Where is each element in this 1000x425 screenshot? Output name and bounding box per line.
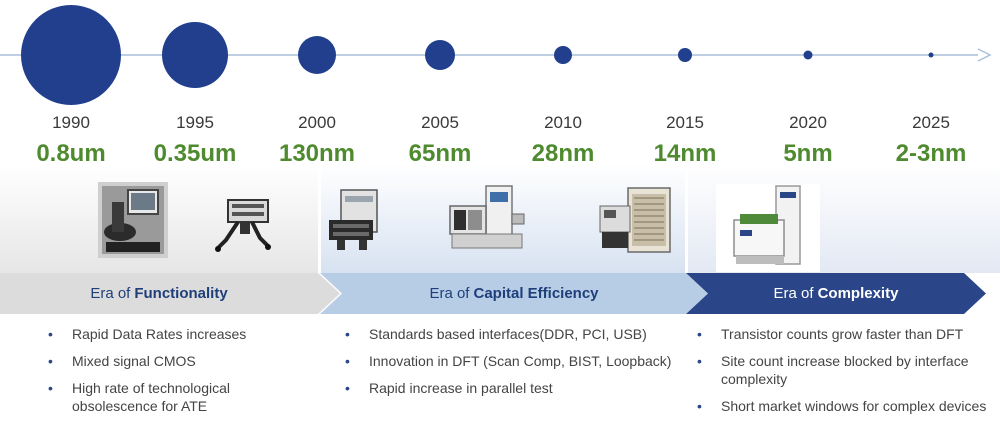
list-item: Mixed signal CMOS <box>46 352 306 370</box>
node-size-circle-2000 <box>298 36 336 74</box>
tester-mainframe-icon <box>329 189 378 250</box>
node-size-circle-2005 <box>425 40 455 70</box>
list-item: Transistor counts grow faster than DFT <box>695 325 995 343</box>
node-size-circle-1990 <box>21 5 121 105</box>
era-functionality-banner: Era of Functionality <box>0 273 340 314</box>
list-item: Short market windows for complex devices <box>695 397 995 415</box>
process-node-label-2025: 2-3nm <box>895 140 967 167</box>
process-node-label-2000: 130nm <box>278 140 356 167</box>
node-size-circle-2025 <box>928 52 934 58</box>
process-node-label-2010: 28nm <box>531 140 595 167</box>
era-capital-efficiency-title: Capital Efficiency <box>473 285 599 302</box>
node-size-circle-2010 <box>554 46 572 64</box>
list-item: Site count increase blocked by interface… <box>695 352 995 388</box>
cabinet-tester-icon <box>599 187 671 253</box>
era-functionality-bullets: Rapid Data Rates increases Mixed signal … <box>46 325 306 424</box>
node-size-circle-2020 <box>803 50 813 60</box>
test-station-icon <box>98 182 168 258</box>
process-node-label-2020: 5nm <box>783 140 833 167</box>
year-label-2000: 2000 <box>298 113 336 132</box>
era-complexity-prefix: Era of <box>773 285 814 302</box>
year-label-2025: 2025 <box>912 113 950 132</box>
node-size-circle-2015 <box>678 48 692 62</box>
process-node-label-2015: 14nm <box>653 140 717 167</box>
year-label-2005: 2005 <box>421 113 459 132</box>
process-node-label-1990: 0.8um <box>36 140 106 167</box>
year-label-1995: 1995 <box>176 113 214 132</box>
era-capital-efficiency-bullets: Standards based interfaces(DDR, PCI, USB… <box>343 325 673 406</box>
list-item: Standards based interfaces(DDR, PCI, USB… <box>343 325 673 343</box>
era-functionality-title: Functionality <box>134 285 228 302</box>
year-label-1990: 1990 <box>52 113 90 132</box>
year-label-2010: 2010 <box>544 113 582 132</box>
timeline-arrowhead <box>977 48 992 62</box>
node-size-circle-1995 <box>162 22 228 88</box>
list-item: Rapid increase in parallel test <box>343 379 673 397</box>
list-item: Innovation in DFT (Scan Comp, BIST, Loop… <box>343 352 673 370</box>
timeline-axis-chart <box>0 5 992 105</box>
list-item: High rate of technological obsolescence … <box>46 379 306 415</box>
test-head-on-manipulator-icon <box>215 199 271 252</box>
era-complexity-title: Complexity <box>817 285 899 302</box>
process-node-label-2005: 65nm <box>408 140 472 167</box>
list-item: Rapid Data Rates increases <box>46 325 306 343</box>
era-complexity-bullets: Transistor counts grow faster than DFT S… <box>695 325 995 424</box>
year-label-2020: 2020 <box>789 113 827 132</box>
modern-ate-system-icon <box>716 184 820 272</box>
era-capital-efficiency-prefix: Era of <box>429 285 470 302</box>
era-complexity-banner: Era of Complexity <box>686 273 986 314</box>
era-capital-efficiency-banner: Era of Capital Efficiency <box>320 273 708 314</box>
process-node-label-1995: 0.35um <box>153 140 237 167</box>
handler-with-test-head-icon <box>449 185 525 249</box>
era-functionality-prefix: Era of <box>90 285 131 302</box>
year-label-2015: 2015 <box>666 113 704 132</box>
